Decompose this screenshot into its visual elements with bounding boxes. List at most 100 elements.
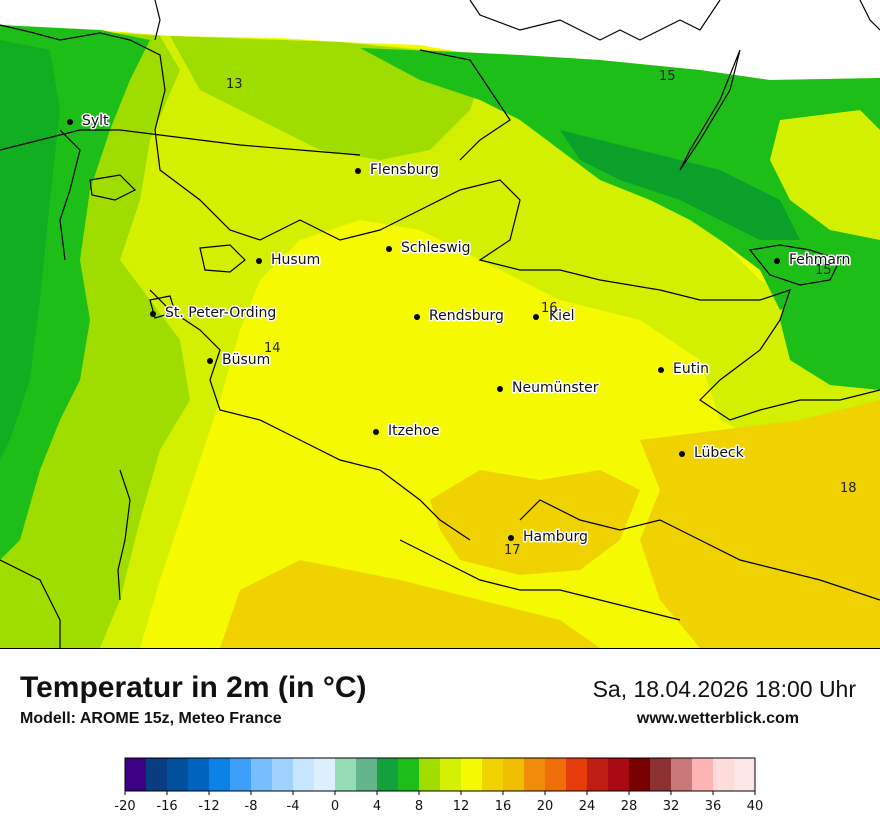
temp-zone-8-12-east — [780, 280, 880, 390]
temp-zone-18-20-south — [220, 560, 600, 648]
legend-tick-label: 32 — [663, 799, 680, 814]
city-label-itzehoe: Itzehoe — [388, 423, 440, 439]
city-husum: Husum — [256, 251, 322, 270]
legend-swatch — [125, 758, 147, 791]
city-label-st-peter-ording: St. Peter-Ording — [165, 305, 276, 321]
legend-tick-label: 12 — [453, 799, 470, 814]
city-label-kiel: Kiel — [549, 308, 575, 324]
legend-border — [124, 757, 756, 792]
color-legend: -20 -16 -12 -8 -4 0 4 8 12 16 20 24 28 32 36 40 — [114, 757, 763, 814]
city-label-luebeck: Lübeck — [694, 445, 745, 461]
city-flensburg: Flensburg — [355, 161, 440, 180]
legend-tick-label: 16 — [495, 799, 512, 814]
temp-value: 17 — [504, 543, 521, 558]
city-label-fehmarn: Fehmarn — [789, 252, 850, 268]
legend-swatch — [545, 758, 567, 791]
website-link[interactable]: www.wetterblick.com — [636, 710, 799, 727]
city-sylt: Sylt — [67, 112, 111, 131]
city-label-eutin: Eutin — [673, 361, 709, 377]
legend-swatch — [734, 758, 756, 791]
legend-tick-label: -16 — [156, 799, 177, 814]
legend-swatch — [440, 758, 462, 791]
legend-swatch — [566, 758, 588, 791]
city-label-neumuenster: Neumünster — [512, 380, 599, 396]
legend-swatch — [356, 758, 378, 791]
temp-value: 13 — [226, 77, 243, 92]
legend-swatch — [251, 758, 273, 791]
city-label-flensburg: Flensburg — [370, 162, 439, 178]
temp-zone-8-12-west-b — [0, 40, 60, 460]
legend-tick-label: 20 — [537, 799, 554, 814]
legend-swatch — [524, 758, 546, 791]
city-label-buesum: Büsum — [222, 352, 270, 368]
temp-zone-18-20-east — [640, 400, 880, 648]
legend-swatch — [461, 758, 483, 791]
legend-swatch — [587, 758, 609, 791]
legend-swatch — [629, 758, 651, 791]
city-label-rendsburg: Rendsburg — [429, 308, 504, 324]
legend-tick-label: 36 — [705, 799, 722, 814]
legend-swatch — [230, 758, 252, 791]
city-schleswig: Schleswig — [386, 239, 472, 258]
legend-swatch — [377, 758, 399, 791]
forecast-datetime: Sa, 18.04.2026 18:00 Uhr — [592, 676, 856, 702]
city-buesum: Büsum — [207, 351, 272, 370]
city-markers: Sylt Flensburg Schleswig Husum St. Peter… — [67, 112, 852, 547]
city-label-hamburg: Hamburg — [523, 529, 588, 545]
city-fehmarn: Fehmarn — [774, 251, 852, 270]
city-st-peter-ording: St. Peter-Ording — [150, 304, 278, 323]
temp-value: 16 — [541, 301, 558, 316]
legend-swatch — [209, 758, 231, 791]
temp-zone-14-16-east — [770, 110, 880, 240]
legend-tick-label: -8 — [245, 799, 258, 814]
legend-swatch — [650, 758, 672, 791]
temperature-values: 13 15 15 14 16 18 17 — [226, 69, 857, 558]
legend-swatch — [692, 758, 714, 791]
legend-tick-label: 24 — [579, 799, 596, 814]
legend-tick-label: -20 — [114, 799, 135, 814]
temp-zone-18-20-hamburg — [430, 470, 640, 575]
temp-value: 14 — [264, 341, 281, 356]
city-rendsburg: Rendsburg — [414, 307, 505, 326]
temperature-map: Sylt Flensburg Schleswig Husum St. Peter… — [0, 0, 880, 649]
legend-ticks: -20 -16 -12 -8 -4 0 4 8 12 16 20 24 28 32 36 40 — [114, 791, 763, 814]
legend-tick-label: 8 — [415, 799, 423, 814]
city-label-sylt: Sylt — [82, 113, 109, 129]
legend-swatch — [671, 758, 693, 791]
temp-zone-dark-baltic — [560, 130, 800, 240]
legend-swatch — [272, 758, 294, 791]
legend-tick-label: 40 — [747, 799, 764, 814]
legend-swatch — [713, 758, 735, 791]
legend-swatch — [293, 758, 315, 791]
no-data-area — [0, 0, 880, 80]
temp-value: 15 — [815, 263, 832, 278]
legend-swatch — [335, 758, 357, 791]
legend-swatch — [398, 758, 420, 791]
city-label-husum: Husum — [271, 252, 320, 268]
coastlines — [0, 0, 880, 648]
temp-value: 18 — [840, 481, 857, 496]
legend-swatch — [188, 758, 210, 791]
city-luebeck: Lübeck — [679, 444, 746, 463]
legend-swatch — [146, 758, 168, 791]
legend-swatch — [419, 758, 441, 791]
model-info: Modell: AROME 15z, Meteo France — [20, 710, 282, 727]
legend-tick-label: 0 — [331, 799, 339, 814]
legend-swatch — [503, 758, 525, 791]
legend-swatch — [314, 758, 336, 791]
city-label-schleswig: Schleswig — [401, 240, 470, 256]
city-eutin: Eutin — [658, 360, 710, 379]
city-kiel: Kiel — [533, 307, 576, 326]
city-neumuenster: Neumünster — [497, 379, 600, 398]
legend-tick-label: -4 — [287, 799, 300, 814]
legend-swatches — [124, 757, 756, 792]
legend-tick-label: 4 — [373, 799, 381, 814]
temp-value: 15 — [659, 69, 676, 84]
legend-swatch — [167, 758, 189, 791]
legend-swatch — [482, 758, 504, 791]
city-hamburg: Hamburg — [508, 528, 589, 547]
city-itzehoe: Itzehoe — [373, 422, 441, 441]
map-title: Temperatur in 2m (in °C) — [20, 671, 367, 704]
legend-tick-label: -12 — [198, 799, 219, 814]
legend-tick-label: 28 — [621, 799, 638, 814]
